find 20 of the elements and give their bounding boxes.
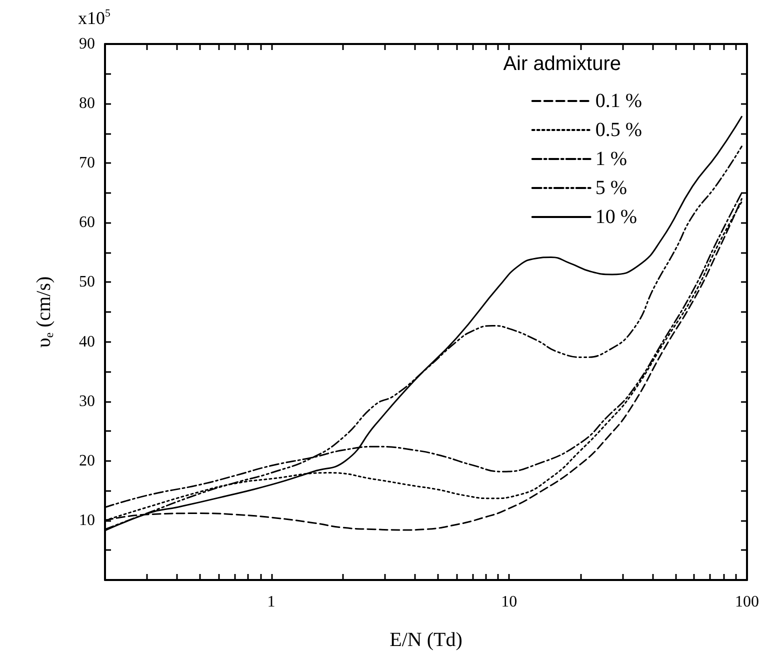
x-tick-label: 10 [501, 594, 518, 610]
y-tick-label: 40 [79, 333, 95, 350]
legend-label: 5 % [595, 177, 628, 199]
y-axis-title: υe (cm/s) [33, 276, 56, 348]
y-tick-label: 10 [79, 512, 95, 529]
x-tick-label: 100 [735, 594, 759, 610]
y-tick-label: 60 [79, 214, 95, 232]
x-tick-label: 1 [267, 594, 276, 610]
y-tick-label: 30 [79, 392, 95, 410]
legend-label: 0.5 % [595, 119, 642, 141]
y-tick-label: 20 [79, 452, 95, 470]
y-tick-label: 90 [79, 36, 95, 52]
legend-label: 0.1 % [595, 90, 642, 112]
y-tick-label: 50 [79, 274, 95, 291]
x-axis-title: E/N (Td) [390, 629, 462, 651]
legend-label: 10 % [595, 206, 638, 228]
y-tick-label: 70 [79, 154, 95, 172]
legend-label: 1 % [595, 148, 628, 170]
y-tick-label: 80 [79, 95, 95, 112]
legend-title: Air admixture [503, 53, 621, 75]
